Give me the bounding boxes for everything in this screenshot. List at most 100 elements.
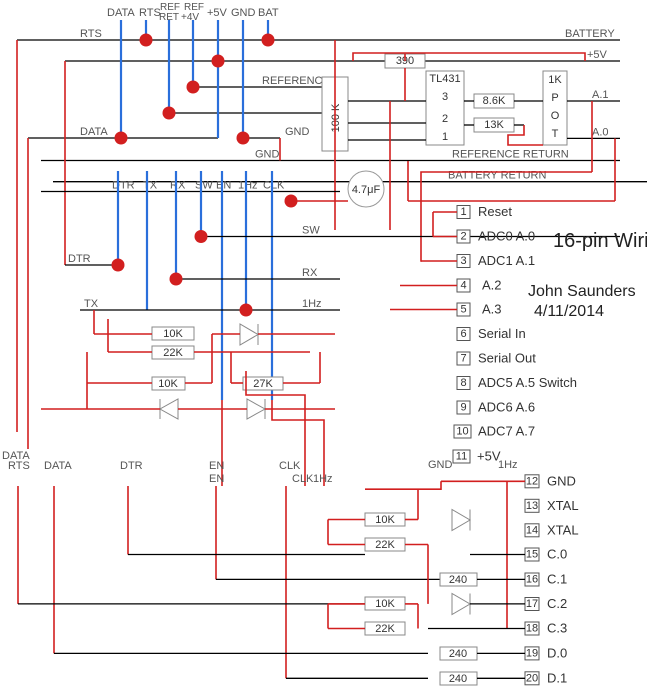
svg-text:27K: 27K [253,378,273,390]
svg-text:18: 18 [526,623,538,635]
svg-text:7: 7 [460,353,466,365]
svg-text:RX: RX [170,180,186,192]
svg-text:Serial Out: Serial Out [478,351,536,366]
svg-text:GND: GND [255,149,280,161]
svg-text:240: 240 [449,648,467,660]
svg-text:RTS: RTS [139,7,161,19]
svg-text:RTS: RTS [80,28,102,40]
svg-text:TL431: TL431 [429,73,460,85]
svg-text:8.6K: 8.6K [483,95,506,107]
svg-text:DTR: DTR [112,180,135,192]
svg-text:9: 9 [460,402,466,414]
svg-text:Reset: Reset [478,204,512,219]
svg-text:BAT: BAT [258,7,279,19]
svg-text:A.1: A.1 [592,89,609,101]
svg-text:1Hz: 1Hz [302,298,322,310]
svg-text:ADC5 A.5 Switch: ADC5 A.5 Switch [478,375,577,390]
svg-text:1: 1 [442,131,448,143]
svg-text:A.0: A.0 [592,126,609,138]
svg-text:1Hz: 1Hz [313,473,333,485]
svg-text:+4V: +4V [181,12,199,23]
svg-text:10K: 10K [163,328,183,340]
svg-text:8: 8 [460,377,466,389]
svg-text:20: 20 [526,672,538,684]
svg-text:3: 3 [442,91,448,103]
svg-text:RX: RX [302,267,318,279]
svg-text:2: 2 [460,231,466,243]
svg-text:RET: RET [159,12,179,23]
svg-text:14: 14 [526,524,538,536]
svg-text:1K: 1K [548,74,562,86]
svg-text:22K: 22K [163,347,183,359]
svg-text:EN: EN [216,180,231,192]
svg-text:SW: SW [302,225,320,237]
svg-text:5: 5 [460,304,466,316]
svg-text:DATA: DATA [80,126,108,138]
svg-text:EN: EN [209,473,224,485]
svg-text:ADC0 A.0: ADC0 A.0 [478,229,535,244]
svg-text:ADC6 A.6: ADC6 A.6 [478,400,535,415]
svg-text:SW: SW [195,180,213,192]
svg-text:11: 11 [456,451,467,463]
svg-text:+5V: +5V [587,49,608,61]
svg-text:GND: GND [428,459,453,471]
svg-text:A.3: A.3 [482,302,502,317]
svg-text:15: 15 [526,549,538,561]
svg-text:100 K: 100 K [330,103,342,132]
svg-text:DATA: DATA [107,7,135,19]
svg-text:P: P [551,92,558,104]
svg-text:2: 2 [442,113,448,125]
svg-text:XTAL: XTAL [547,522,579,537]
svg-text:240: 240 [449,574,467,586]
svg-text:22K: 22K [375,539,395,551]
svg-text:4: 4 [460,280,466,292]
svg-text:XTAL: XTAL [547,498,579,513]
svg-text:1Hz: 1Hz [238,180,258,192]
svg-text:C.2: C.2 [547,596,567,611]
svg-text:3: 3 [460,255,466,267]
svg-text:17: 17 [526,598,538,610]
svg-text:C.0: C.0 [547,547,567,562]
svg-text:240: 240 [449,673,467,685]
svg-text:4/11/2014: 4/11/2014 [534,303,604,320]
svg-text:DTR: DTR [68,253,91,265]
svg-text:1: 1 [460,206,466,218]
svg-text:12: 12 [526,475,538,487]
svg-text:13: 13 [526,500,538,512]
svg-text:ADC7 A.7: ADC7 A.7 [478,424,535,439]
svg-text:A.2: A.2 [482,278,502,293]
svg-text:TX: TX [84,298,99,310]
svg-text:10: 10 [456,426,468,438]
svg-text:T: T [552,128,559,140]
svg-text:GND: GND [285,126,310,138]
svg-text:DTR: DTR [120,460,143,472]
svg-text:TX: TX [143,180,158,192]
svg-text:10K: 10K [375,598,395,610]
svg-text:CLK: CLK [279,460,301,472]
svg-text:DATA: DATA [2,450,30,462]
svg-text:John Saunders: John Saunders [528,283,636,300]
svg-text:C.1: C.1 [547,572,567,587]
svg-text:GND: GND [547,473,576,488]
svg-text:1Hz: 1Hz [498,459,518,471]
svg-text:CLK: CLK [263,180,285,192]
svg-text:CLK: CLK [292,473,314,485]
svg-text:ADC1 A.1: ADC1 A.1 [478,253,535,268]
svg-text:REFERENCE RETURN: REFERENCE RETURN [452,149,569,161]
svg-text:13K: 13K [484,119,504,131]
svg-text:BATTERY: BATTERY [565,28,615,40]
svg-text:10K: 10K [375,514,395,526]
svg-text:D.0: D.0 [547,645,567,660]
svg-text:O: O [551,110,560,122]
svg-text:19: 19 [526,647,538,659]
svg-text:D.1: D.1 [547,670,567,685]
svg-text:16: 16 [526,574,538,586]
svg-text:DATA: DATA [44,460,72,472]
svg-text:10K: 10K [158,378,178,390]
svg-text:REFERENCE: REFERENCE [262,75,330,87]
svg-text:EN: EN [209,460,224,472]
svg-text:+5V: +5V [207,7,228,19]
svg-text:C.3: C.3 [547,621,567,636]
svg-text:+5V: +5V [477,449,501,464]
svg-text:22K: 22K [375,623,395,635]
